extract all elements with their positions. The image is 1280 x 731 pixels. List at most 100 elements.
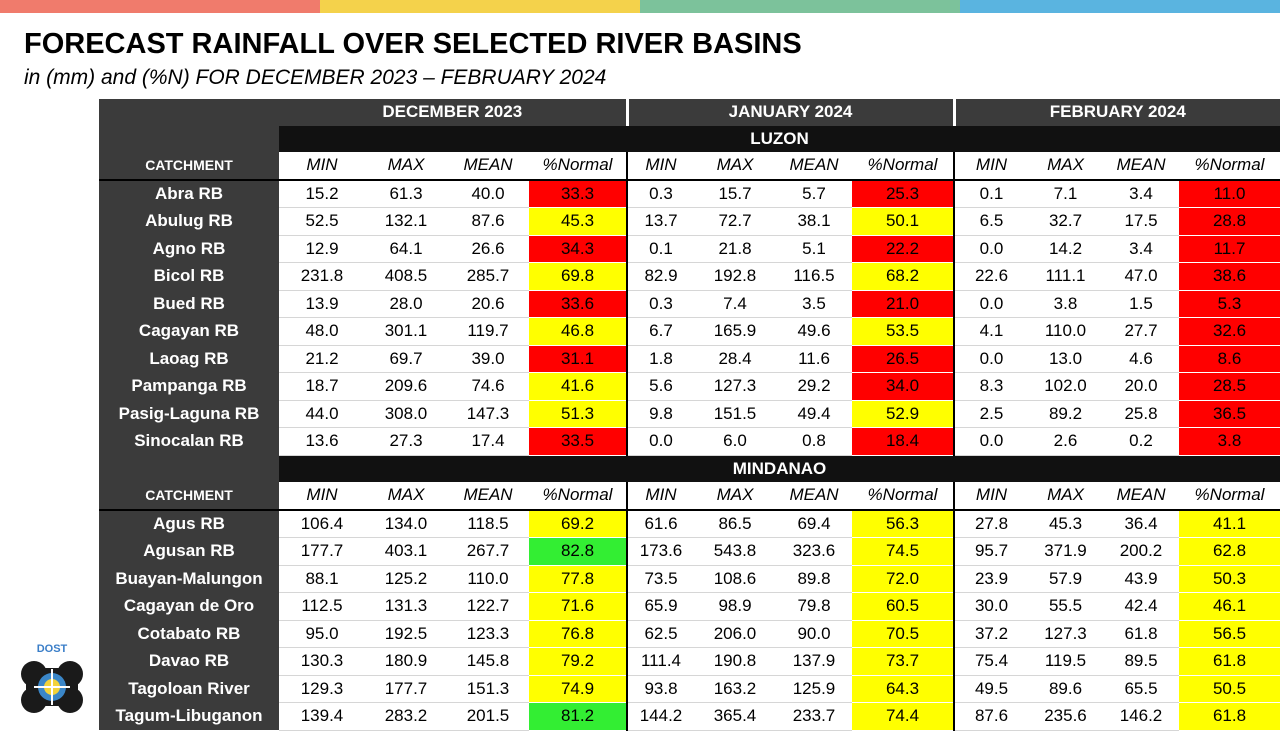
value-cell: 28.0 bbox=[365, 290, 447, 318]
value-cell: 26.6 bbox=[447, 235, 529, 263]
value-cell: 36.4 bbox=[1103, 509, 1179, 538]
percent-normal-cell: 21.0 bbox=[852, 290, 955, 318]
percent-normal-cell: 33.6 bbox=[529, 290, 628, 318]
percent-normal-cell: 74.9 bbox=[529, 675, 628, 703]
value-cell: 6.0 bbox=[694, 427, 776, 456]
value-cell: 116.5 bbox=[776, 262, 852, 291]
catchment-name: Buayan-Malungon bbox=[99, 565, 279, 593]
value-cell: 73.5 bbox=[627, 565, 694, 593]
value-cell: 75.4 bbox=[954, 647, 1028, 676]
value-cell: 27.7 bbox=[1103, 317, 1179, 346]
table-row: Agusan RB 177.7 403.1 267.7 82.8 173.6 543.8 32… bbox=[99, 537, 1280, 566]
value-cell: 30.0 bbox=[954, 592, 1028, 621]
value-cell: 165.9 bbox=[694, 317, 776, 346]
table-row: Abulug RB 52.5 132.1 87.6 45.3 13.7 72.7 38.1 50… bbox=[99, 207, 1280, 236]
value-cell: 17.4 bbox=[447, 427, 529, 456]
value-cell: 15.2 bbox=[279, 179, 365, 208]
percent-normal-cell: 64.3 bbox=[852, 675, 955, 703]
value-cell: 5.7 bbox=[776, 179, 852, 208]
table-row: Tagum-Libuganon 139.4 283.2 201.5 81.2 144.2 3… bbox=[99, 702, 1280, 731]
value-cell: 48.0 bbox=[279, 317, 365, 346]
value-cell: 163.2 bbox=[694, 675, 776, 703]
region-name: MINDANAO bbox=[279, 455, 1280, 482]
percent-normal-cell: 61.8 bbox=[1179, 647, 1280, 676]
value-cell: 89.8 bbox=[776, 565, 852, 593]
value-cell: 57.9 bbox=[1028, 565, 1103, 593]
column-header: %Normal bbox=[529, 152, 628, 181]
column-header: MAX bbox=[1028, 482, 1103, 511]
column-header: %Normal bbox=[1179, 482, 1280, 511]
table-row: Sinocalan RB 13.6 27.3 17.4 33.5 0.0 6.0 0.8 18.… bbox=[99, 427, 1280, 456]
table-row: Cagayan RB 48.0 301.1 119.7 46.8 6.7 165.9 49.6… bbox=[99, 317, 1280, 346]
catchment-name: Cagayan de Oro bbox=[99, 592, 279, 620]
percent-normal-cell: 69.2 bbox=[529, 509, 628, 538]
value-cell: 0.3 bbox=[627, 179, 694, 208]
value-cell: 49.6 bbox=[776, 317, 852, 346]
value-cell: 371.9 bbox=[1028, 537, 1103, 566]
table-row: Pampanga RB 18.7 209.6 74.6 41.6 5.6 127.3 29.2… bbox=[99, 372, 1280, 401]
value-cell: 87.6 bbox=[954, 702, 1028, 731]
value-cell: 64.1 bbox=[365, 235, 447, 263]
percent-normal-cell: 56.3 bbox=[852, 509, 955, 538]
value-cell: 23.9 bbox=[954, 565, 1028, 593]
percent-normal-cell: 61.8 bbox=[1179, 702, 1280, 731]
value-cell: 86.5 bbox=[694, 509, 776, 538]
value-cell: 0.2 bbox=[1103, 427, 1179, 456]
value-cell: 38.1 bbox=[776, 207, 852, 236]
value-cell: 3.5 bbox=[776, 290, 852, 318]
value-cell: 21.8 bbox=[694, 235, 776, 263]
month-header-row: DECEMBER 2023 JANUARY 2024 FEBRUARY 2024 bbox=[99, 99, 1280, 126]
value-cell: 93.8 bbox=[627, 675, 694, 703]
value-cell: 18.7 bbox=[279, 372, 365, 401]
column-header: MAX bbox=[365, 152, 447, 181]
value-cell: 233.7 bbox=[776, 702, 852, 731]
catchment-name: Bued RB bbox=[99, 290, 279, 318]
percent-normal-cell: 62.8 bbox=[1179, 537, 1280, 566]
catchment-header: CATCHMENT bbox=[99, 482, 279, 511]
value-cell: 301.1 bbox=[365, 317, 447, 346]
percent-normal-cell: 68.2 bbox=[852, 262, 955, 291]
value-cell: 125.2 bbox=[365, 565, 447, 593]
percent-normal-cell: 53.5 bbox=[852, 317, 955, 346]
catchment-name: Davao RB bbox=[99, 647, 279, 675]
value-cell: 13.7 bbox=[627, 207, 694, 236]
value-cell: 82.9 bbox=[627, 262, 694, 291]
percent-normal-cell: 28.5 bbox=[1179, 372, 1280, 401]
percent-normal-cell: 70.5 bbox=[852, 620, 955, 648]
month-header: JANUARY 2024 bbox=[625, 99, 954, 126]
column-header: %Normal bbox=[852, 152, 955, 181]
value-cell: 365.4 bbox=[694, 702, 776, 731]
table-row: Pasig-Laguna RB 44.0 308.0 147.3 51.3 9.8 151.… bbox=[99, 400, 1280, 428]
table-row: Abra RB 15.2 61.3 40.0 33.3 0.3 15.7 5.7 25.3 0.1… bbox=[99, 179, 1280, 208]
page-title: FORECAST RAINFALL OVER SELECTED RIVER BA… bbox=[24, 28, 802, 60]
percent-normal-cell: 34.3 bbox=[529, 235, 628, 263]
percent-normal-cell: 11.0 bbox=[1179, 179, 1280, 208]
value-cell: 89.5 bbox=[1103, 647, 1179, 676]
value-cell: 125.9 bbox=[776, 675, 852, 703]
value-cell: 177.7 bbox=[279, 537, 365, 566]
value-cell: 102.0 bbox=[1028, 372, 1103, 401]
value-cell: 177.7 bbox=[365, 675, 447, 703]
value-cell: 131.3 bbox=[365, 592, 447, 621]
value-cell: 0.0 bbox=[627, 427, 694, 456]
value-cell: 231.8 bbox=[279, 262, 365, 291]
value-cell: 11.6 bbox=[776, 345, 852, 373]
catchment-name: Agno RB bbox=[99, 235, 279, 263]
value-cell: 49.4 bbox=[776, 400, 852, 428]
value-cell: 151.3 bbox=[447, 675, 529, 703]
value-cell: 139.4 bbox=[279, 702, 365, 731]
percent-normal-cell: 74.4 bbox=[852, 702, 955, 731]
value-cell: 0.0 bbox=[954, 427, 1028, 456]
column-header-row: CATCHMENT MIN MAX MEAN %Normal MIN MAX MEAN %Nor… bbox=[99, 482, 1280, 511]
value-cell: 87.6 bbox=[447, 207, 529, 236]
value-cell: 408.5 bbox=[365, 262, 447, 291]
percent-normal-cell: 46.8 bbox=[529, 317, 628, 346]
value-cell: 74.6 bbox=[447, 372, 529, 401]
column-header: MIN bbox=[279, 152, 365, 181]
value-cell: 45.3 bbox=[1028, 509, 1103, 538]
value-cell: 0.0 bbox=[954, 345, 1028, 373]
column-header: MIN bbox=[954, 482, 1028, 511]
value-cell: 180.9 bbox=[365, 647, 447, 676]
catchment-name: Tagoloan River bbox=[99, 675, 279, 703]
value-cell: 39.0 bbox=[447, 345, 529, 373]
